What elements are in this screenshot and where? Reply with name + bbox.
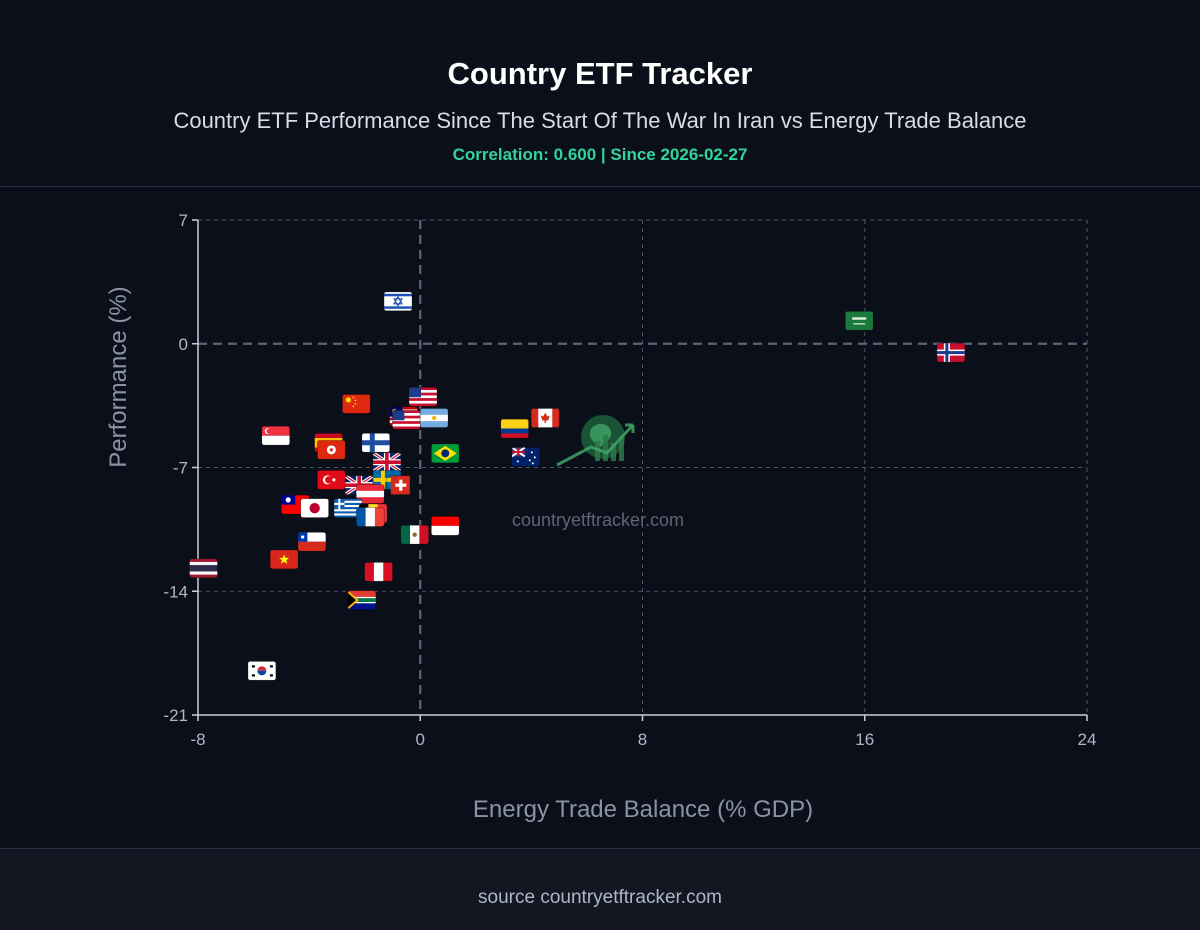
y-tick-label: 7	[179, 211, 188, 230]
data-point-kr	[247, 660, 277, 681]
footer-divider	[0, 848, 1200, 849]
x-tick-label: 24	[1078, 730, 1097, 749]
data-point-vn	[269, 549, 299, 570]
chart-grid	[198, 219, 1088, 715]
chart-axes: -8 0 8 16 24 7 0 -7 -14 -21	[163, 211, 1096, 749]
data-point-tr	[316, 469, 346, 490]
data-point-sg	[261, 425, 291, 446]
data-point-th	[189, 558, 218, 579]
x-tick-label: 16	[855, 730, 874, 749]
data-point-au	[511, 446, 541, 467]
data-point-cl	[297, 531, 327, 552]
data-point-no	[936, 342, 966, 363]
data-point-il	[383, 291, 413, 312]
x-axis-label: Energy Trade Balance (% GDP)	[473, 796, 813, 823]
y-tick-label: -21	[163, 706, 188, 725]
watermark: countryetftracker.com	[512, 415, 684, 530]
data-point-ch	[386, 475, 416, 496]
data-point-fr	[355, 507, 385, 527]
data-point-gr	[333, 498, 363, 519]
x-tick-label: 0	[416, 730, 425, 749]
data-point-mx	[400, 524, 430, 545]
data-point-cn	[341, 393, 371, 414]
data-point-fi	[361, 432, 391, 453]
page-subtitle: Country ETF Performance Since The Start …	[173, 108, 1027, 133]
page-title: Country ETF Tracker	[447, 56, 753, 91]
y-tick-label: -14	[163, 582, 188, 601]
data-point-co	[500, 418, 530, 439]
data-point-br	[430, 443, 460, 464]
data-point-gb	[372, 452, 402, 473]
data-point-za	[347, 590, 377, 610]
watermark-text: countryetftracker.com	[512, 510, 684, 530]
data-point-us	[391, 409, 421, 430]
footer: source countryetftracker.com	[0, 850, 1200, 930]
chart-header: Country ETF Tracker Country ETF Performa…	[0, 0, 1200, 186]
scatter-chart: -8 0 8 16 24 7 0 -7 -14 -21 countryetftracker.com…	[105, 211, 1096, 823]
header-divider	[0, 186, 1200, 187]
data-point-sa	[844, 310, 874, 331]
data-point-at	[355, 484, 385, 504]
y-axis-label: Performance (%)	[105, 286, 132, 467]
correlation-label: Correlation: 0.600 | Since 2026-02-27	[452, 145, 748, 164]
axis-labels: Energy Trade Balance (% GDP) Performance…	[105, 286, 813, 823]
y-tick-label: 0	[179, 335, 188, 354]
data-point-ca	[530, 408, 560, 428]
data-point-hk	[316, 439, 346, 460]
data-point-id	[430, 515, 460, 536]
data-points	[189, 291, 966, 681]
source-label: source countryetftracker.com	[478, 887, 722, 908]
data-point-ar	[419, 408, 449, 428]
data-point-us	[408, 386, 438, 407]
x-tick-label: 8	[638, 730, 647, 749]
data-point-jp	[300, 498, 330, 519]
data-point-pe	[364, 561, 393, 582]
watermark-logo-icon	[556, 415, 635, 467]
y-tick-label: -7	[173, 459, 188, 478]
x-tick-label: -8	[190, 730, 205, 749]
